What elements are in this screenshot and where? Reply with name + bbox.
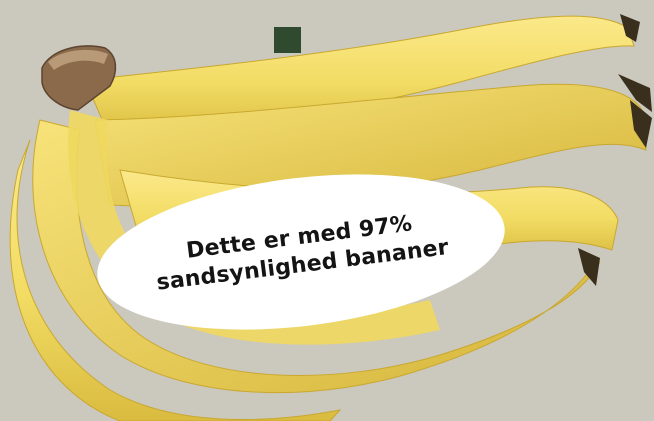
banana-bottom-right-tip xyxy=(578,248,600,286)
banana-third-tip xyxy=(630,100,652,148)
marker-square xyxy=(274,27,301,53)
banana-second-tip xyxy=(618,74,652,112)
banana-bottom xyxy=(9,139,342,421)
banana-stem-top xyxy=(48,49,108,70)
banana-top-tip xyxy=(620,14,640,42)
